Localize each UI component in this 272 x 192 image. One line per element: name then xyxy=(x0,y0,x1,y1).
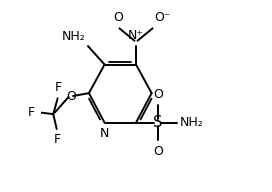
Text: F: F xyxy=(27,106,34,119)
Text: N: N xyxy=(100,127,109,140)
Text: NH₂: NH₂ xyxy=(180,116,203,129)
Text: O⁻: O⁻ xyxy=(155,11,171,24)
Text: F: F xyxy=(54,133,61,146)
Text: O: O xyxy=(113,11,123,24)
Text: NH₂: NH₂ xyxy=(62,30,85,43)
Text: F: F xyxy=(54,81,61,94)
Text: O: O xyxy=(153,145,163,158)
Text: O: O xyxy=(66,89,76,103)
Text: S: S xyxy=(153,115,163,130)
Text: O: O xyxy=(153,88,163,101)
Text: N⁺: N⁺ xyxy=(128,29,144,42)
